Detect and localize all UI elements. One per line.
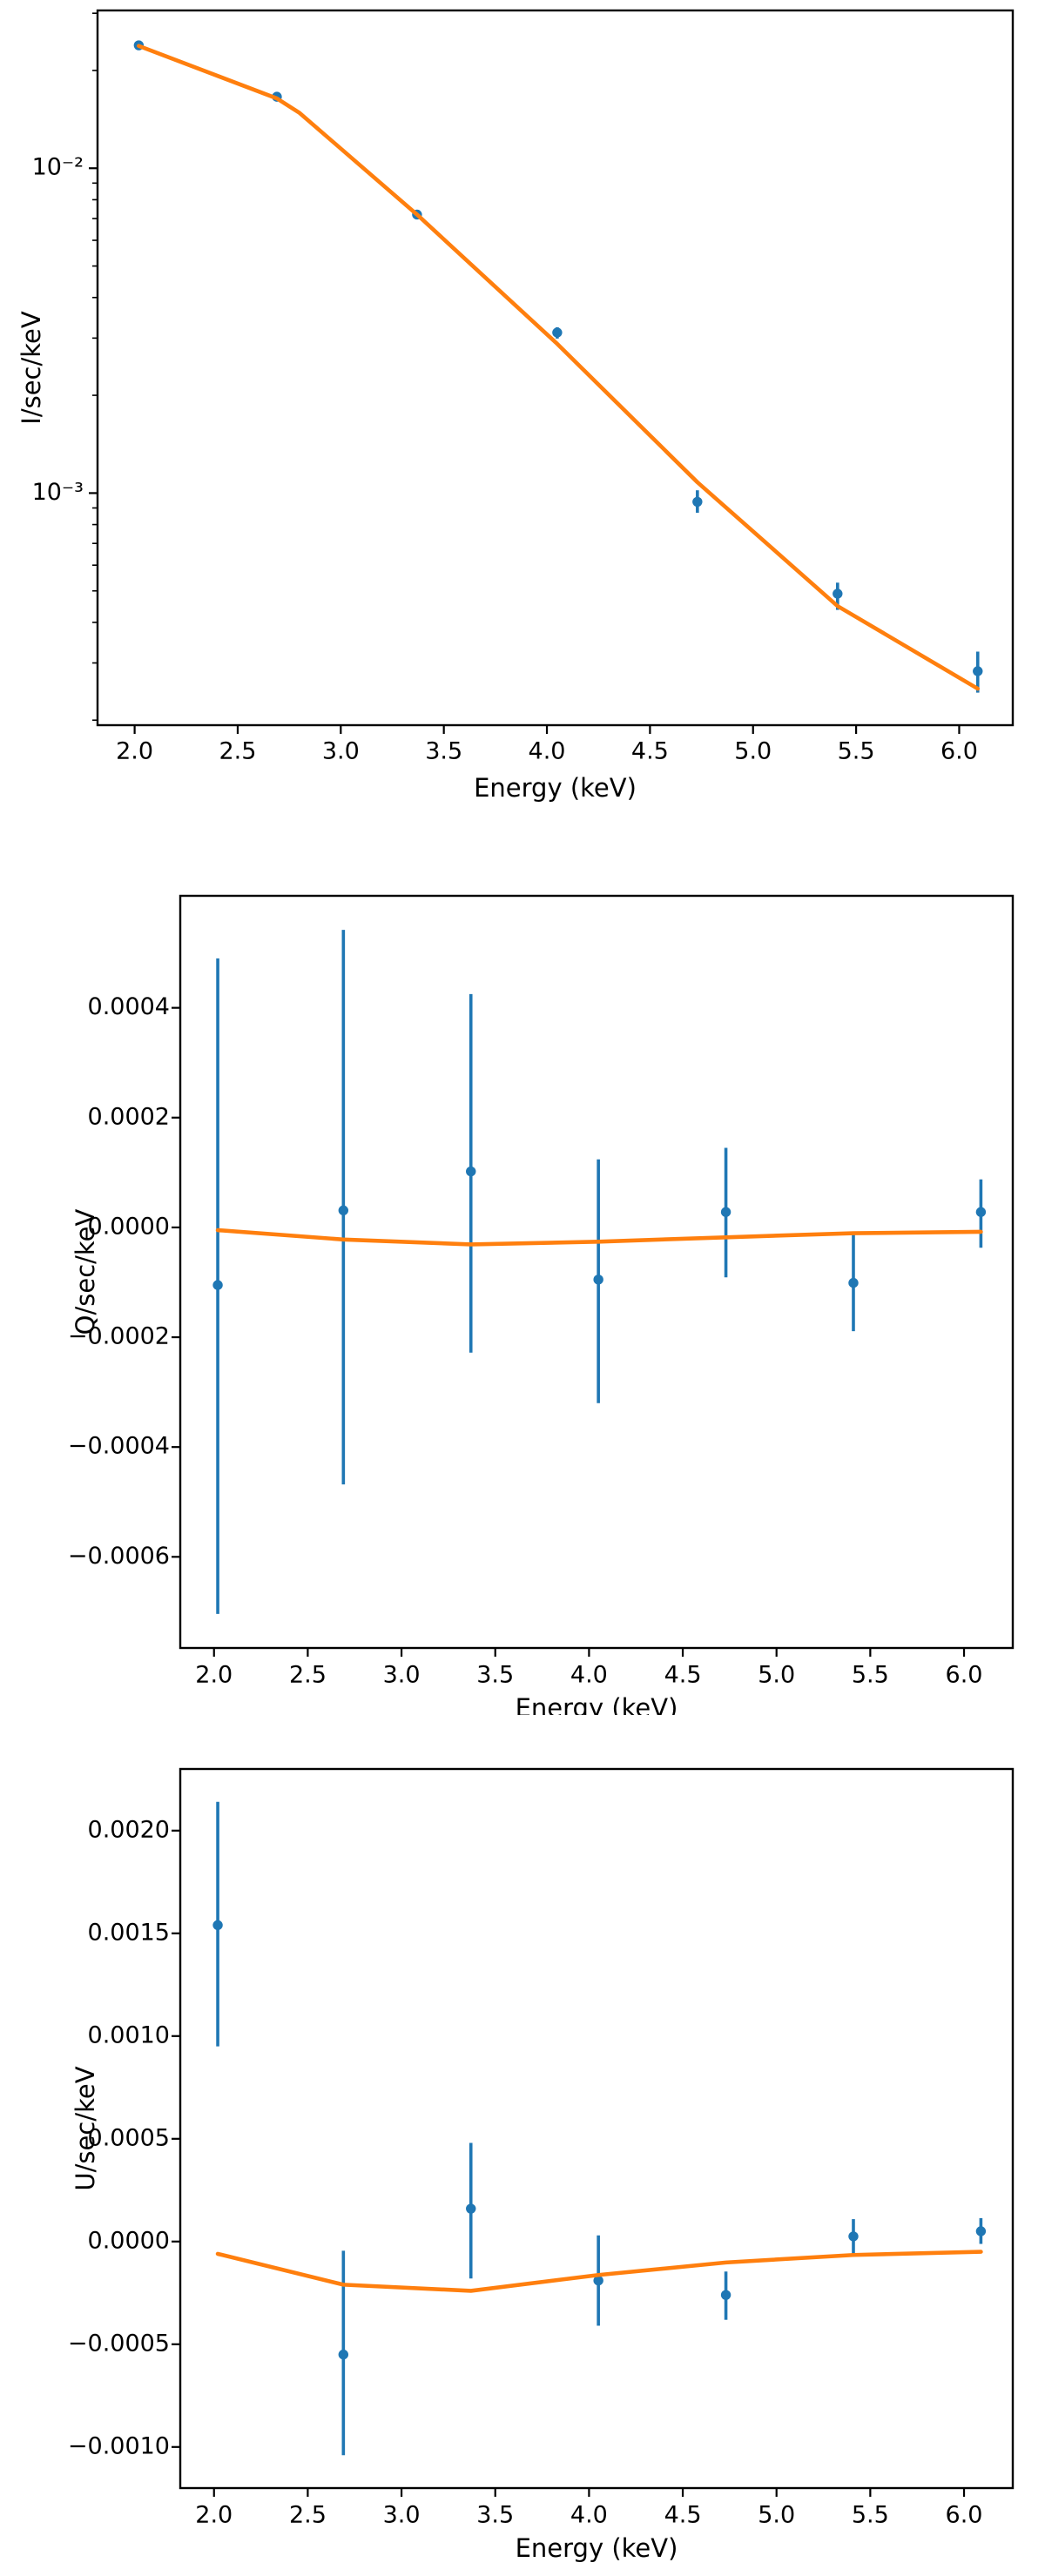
model-line xyxy=(215,1227,983,1247)
data-point-marker xyxy=(848,2231,859,2242)
y-tick-label: 0.0000 xyxy=(88,1213,170,1240)
x-axis-label: Energy (keV) xyxy=(516,2533,678,2563)
x-tick-label: 2.5 xyxy=(289,2502,327,2529)
x-tick-label: 4.5 xyxy=(664,2502,702,2529)
x-tick-label: 6.0 xyxy=(946,2502,983,2529)
y-axis-label: Q/sec/keV xyxy=(71,1208,100,1335)
data-point-marker xyxy=(975,2226,987,2236)
y-tick-label: 0.0004 xyxy=(88,993,170,1020)
x-tick-label: 5.5 xyxy=(838,738,875,765)
data-point-marker xyxy=(466,2203,476,2214)
x-tick-label: 4.0 xyxy=(570,2502,608,2529)
data-point-marker xyxy=(466,1166,476,1177)
x-tick-label: 3.0 xyxy=(383,2502,421,2529)
q-spectrum-figure: 2.0 2.5 3.0 3.5 4.0 4.5 5.0 5.5 6.0 0.0004 0.0002 0… xyxy=(0,858,1045,1723)
x-tick-label: 3.5 xyxy=(425,738,462,765)
u-spectrum-canvas: 2.0 2.5 3.0 3.5 4.0 4.5 5.0 5.5 6.0 0.0020 0.0015 0… xyxy=(68,1767,1015,2563)
data-point-marker xyxy=(975,1207,987,1217)
data-point-marker xyxy=(720,2290,732,2300)
x-tick-label: 6.0 xyxy=(940,738,978,765)
x-tick-label: 4.0 xyxy=(529,738,566,765)
data-point-marker xyxy=(212,1920,223,1931)
plot-frame xyxy=(96,9,1015,727)
x-tick-label: 5.0 xyxy=(734,738,772,765)
data-point-marker xyxy=(973,666,983,676)
x-tick-label: 4.5 xyxy=(631,738,669,765)
x-tick-label: 3.5 xyxy=(476,2502,514,2529)
x-tick-label: 3.0 xyxy=(383,1662,421,1689)
intensity-spectrum-figure: 2.0 2.5 3.0 3.5 4.0 4.5 5.0 5.5 6.0 10⁻² 10⁻³ Energ… xyxy=(0,0,1045,858)
y-tick-label: −0.0006 xyxy=(68,1543,170,1570)
y-tick-label: −0.0002 xyxy=(68,1323,170,1350)
y-tick-label: 0.0002 xyxy=(88,1103,170,1130)
x-axis-label: Energy (keV) xyxy=(516,1693,678,1715)
y-axis-label: U/sec/keV xyxy=(71,2066,100,2190)
x-tick-label: 5.0 xyxy=(758,1662,795,1689)
x-tick-label: 3.0 xyxy=(322,738,360,765)
data-point-marker xyxy=(338,1205,349,1216)
intensity-spectrum-canvas: 2.0 2.5 3.0 3.5 4.0 4.5 5.0 5.5 6.0 10⁻² 10⁻³ Energ… xyxy=(17,9,1015,803)
data-point-marker xyxy=(833,589,843,599)
data-point-marker xyxy=(692,496,703,508)
q-spectrum-canvas: 2.0 2.5 3.0 3.5 4.0 4.5 5.0 5.5 6.0 0.0004 0.0002 0… xyxy=(68,894,1015,1723)
data-point-marker xyxy=(212,1280,223,1290)
y-tick-label: 10⁻² xyxy=(32,154,84,181)
y-tick-label: 0.0020 xyxy=(88,1816,170,1843)
model-line xyxy=(215,2250,983,2293)
x-tick-label: 3.5 xyxy=(476,1662,514,1689)
x-tick-label: 2.0 xyxy=(116,738,153,765)
y-tick-label: 0.0015 xyxy=(88,1919,170,1946)
x-tick-label: 4.5 xyxy=(664,1662,702,1689)
plot-frame xyxy=(179,1767,1015,2490)
x-tick-label: 2.5 xyxy=(219,738,256,765)
u-spectrum-figure: 2.0 2.5 3.0 3.5 4.0 4.5 5.0 5.5 6.0 0.0020 0.0015 0… xyxy=(0,1715,1045,2573)
x-tick-label: 5.5 xyxy=(852,2502,889,2529)
x-tick-label: 2.0 xyxy=(195,1662,233,1689)
x-tick-label: 6.0 xyxy=(946,1662,983,1689)
x-tick-label: 5.5 xyxy=(852,1662,889,1689)
y-tick-label: 10⁻³ xyxy=(32,479,84,506)
y-tick-label: −0.0005 xyxy=(68,2330,170,2357)
plot-frame xyxy=(179,894,1015,1650)
y-tick-label: −0.0004 xyxy=(68,1433,170,1460)
x-axis-label: Energy (keV) xyxy=(474,773,637,803)
y-axis-label: I/sec/keV xyxy=(17,311,46,425)
y-tick-label: −0.0010 xyxy=(68,2432,170,2459)
x-tick-label: 4.0 xyxy=(570,1662,608,1689)
x-tick-label: 5.0 xyxy=(758,2502,795,2529)
x-tick-label: 2.5 xyxy=(289,1662,327,1689)
y-tick-label: 0.0005 xyxy=(88,2124,170,2151)
y-tick-label: 0.0010 xyxy=(88,2021,170,2048)
x-tick-label: 2.0 xyxy=(195,2502,233,2529)
data-point-marker xyxy=(338,2349,349,2360)
model-line xyxy=(137,44,981,691)
data-point-marker xyxy=(593,1275,603,1285)
data-point-marker xyxy=(848,1277,859,1288)
data-point-marker xyxy=(593,2275,603,2286)
data-point-marker xyxy=(552,327,563,338)
data-point-marker xyxy=(720,1207,732,1217)
y-tick-label: 0.0000 xyxy=(88,2227,170,2254)
